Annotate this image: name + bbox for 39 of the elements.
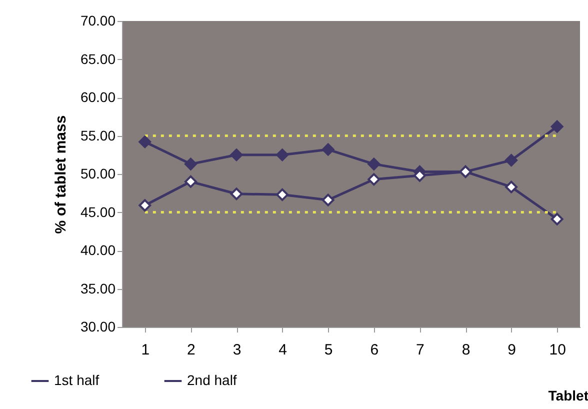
x-tick-label: 6: [370, 342, 379, 358]
point: [368, 173, 380, 186]
point: [322, 143, 334, 156]
y-tick-label: 60.00: [80, 89, 116, 105]
point: [505, 180, 518, 194]
y-tick-label: 55.00: [80, 127, 116, 144]
point: [138, 199, 152, 212]
legend-label: 2nd half: [187, 372, 237, 388]
x-tick-label: 7: [416, 342, 424, 358]
point: [505, 154, 518, 166]
legend-label: 1st half: [54, 372, 100, 388]
y-axis-title: % of tablet mass: [52, 115, 70, 234]
x-tick-label: 1: [141, 342, 150, 358]
x-tick-label: 3: [232, 342, 242, 358]
x-tick-label: 8: [462, 342, 470, 358]
y-tick-label: 65.00: [80, 50, 116, 67]
x-tick-label: 4: [278, 342, 287, 358]
x-tick-label: 10: [549, 342, 566, 358]
point: [184, 175, 197, 188]
point: [138, 136, 152, 148]
y-tick-label: 50.00: [80, 166, 116, 182]
x-tick-label: 5: [324, 342, 333, 358]
point: [230, 148, 243, 162]
y-tick-label: 30.00: [80, 318, 116, 334]
point: [276, 148, 289, 162]
y-tick-label: 35.00: [80, 280, 116, 296]
y-tick-label: 40.00: [80, 242, 116, 258]
point: [368, 158, 380, 170]
point: [550, 120, 564, 133]
x-tick-label: 2: [187, 342, 196, 358]
point: [322, 194, 334, 206]
point: [230, 188, 243, 200]
x-tick-label: 9: [508, 342, 516, 358]
y-tick-label: 45.00: [80, 204, 116, 220]
x-axis-title: Tablet: [548, 388, 588, 404]
point: [276, 188, 289, 201]
y-tick-label: 70.00: [80, 12, 116, 28]
point: [550, 212, 564, 226]
point: [184, 158, 197, 170]
